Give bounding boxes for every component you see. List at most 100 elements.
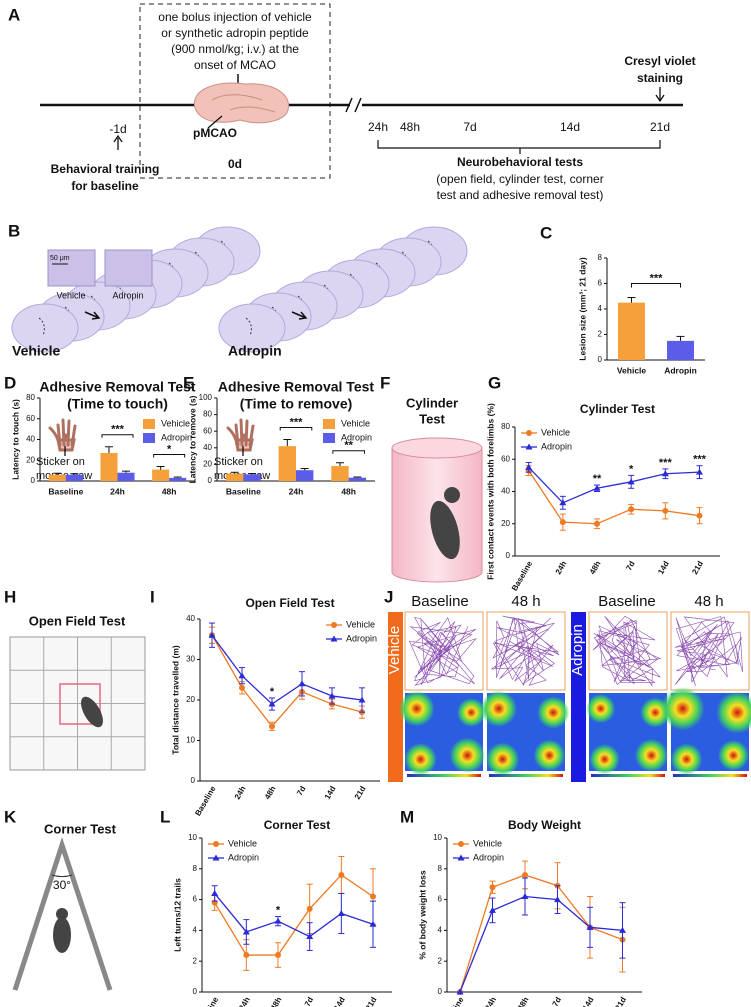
mouse — [53, 917, 71, 953]
mouse — [81, 696, 103, 728]
x-tick-label: 14d — [581, 995, 596, 1007]
bar — [48, 474, 66, 481]
legend-marker — [213, 841, 219, 847]
heat-spot — [716, 691, 751, 734]
injection-note: (900 nmol/kg; i.v.) at the — [171, 42, 299, 56]
mouse-head — [444, 487, 460, 503]
point — [269, 723, 275, 730]
lesion-outline — [245, 317, 252, 337]
legend-marker — [458, 841, 464, 847]
colorbar — [673, 774, 747, 777]
series-line — [214, 893, 374, 938]
legend-label: Adropin — [161, 432, 192, 442]
significance-bracket — [101, 434, 134, 438]
x-tick-label: Baseline — [226, 486, 261, 496]
significance-label: *** — [650, 272, 664, 284]
bar — [618, 302, 645, 360]
y-tick-label: 40 — [203, 443, 212, 452]
significance-label: *** — [693, 454, 707, 466]
heat-spot — [485, 742, 520, 777]
y-tick-label: 6 — [598, 279, 603, 288]
bar — [331, 466, 349, 481]
x-tick-label: 14d — [332, 995, 347, 1007]
bar — [243, 474, 261, 481]
series-line — [211, 634, 363, 705]
x-tick-label: 48h — [269, 995, 284, 1007]
paw-icon — [226, 418, 255, 452]
panel-label: B — [8, 221, 20, 240]
panel-label: I — [150, 587, 155, 606]
colorbar — [591, 774, 665, 777]
y-tick-label: 4 — [193, 926, 198, 935]
x-tick-label: 24h — [483, 995, 498, 1007]
significance-bracket — [153, 453, 186, 458]
y-tick-label: 20 — [26, 455, 35, 464]
sticker — [63, 433, 69, 439]
x-tick-label: Vehicle — [617, 365, 647, 375]
y-tick-label: 10 — [186, 736, 195, 745]
point — [243, 952, 250, 959]
colorbar — [489, 774, 563, 777]
colorbar — [407, 774, 481, 777]
panel-label: L — [160, 807, 170, 826]
injection-note: onset of MCAO — [194, 58, 276, 72]
x-tick-label: 48h — [588, 559, 603, 576]
chart-title: Adhesive Removal Test — [39, 379, 195, 395]
chart-title: Corner Test — [264, 818, 330, 832]
panel-label: M — [400, 807, 414, 826]
group-label: Adropin — [228, 343, 282, 359]
sticker-label: Sticker on — [36, 456, 85, 468]
y-axis-label: Latency to touch (s) — [10, 399, 20, 480]
bar — [117, 472, 135, 481]
legend-marker — [330, 635, 338, 642]
injection-note: one bolus injection of vehicle — [158, 10, 312, 24]
x-tick-label: 7d — [551, 995, 564, 1007]
arena-grid — [10, 637, 145, 770]
significance-label: ** — [593, 473, 602, 485]
x-tick-label: Baseline — [196, 995, 221, 1007]
y-tick-label: 60 — [26, 414, 35, 423]
heat-spot — [589, 744, 620, 775]
significance-label: ** — [344, 440, 353, 452]
injection-note: or synthetic adropin peptide — [161, 26, 309, 40]
point — [586, 923, 594, 930]
tests-title: Neurobehavioral tests — [457, 155, 583, 169]
heat-spot — [456, 698, 486, 727]
x-tick-label: Baseline — [441, 995, 466, 1007]
column-label: 48 h — [694, 593, 723, 610]
legend-label: Vehicle — [346, 619, 375, 629]
heat-spot — [670, 743, 703, 776]
y-tick-label: 8 — [438, 864, 443, 873]
significance-label: *** — [659, 457, 673, 469]
histology-inset — [47, 249, 96, 287]
legend-swatch — [323, 419, 335, 429]
point — [274, 917, 282, 924]
mouse-head — [56, 908, 68, 920]
heat-spot — [634, 738, 669, 773]
chart-title: Open Field Test — [245, 596, 334, 610]
lesion-outline — [38, 317, 45, 337]
legend-label: Vehicle — [228, 838, 257, 848]
angle-label: 30° — [53, 878, 71, 892]
legend-marker — [525, 443, 533, 450]
point — [619, 926, 626, 933]
y-tick-label: 0 — [598, 355, 603, 364]
point — [559, 499, 567, 506]
y-tick-label: 2 — [598, 330, 603, 339]
timeline-day: 48h — [400, 120, 420, 134]
y-axis-label: % of body weight loss — [417, 870, 427, 960]
x-tick-label: 24h — [289, 486, 304, 496]
brain-sulci — [211, 94, 276, 113]
point — [242, 928, 250, 935]
group-label: Vehicle — [386, 626, 403, 674]
significance-bracket — [279, 427, 313, 431]
center-zone — [59, 683, 101, 725]
significance-bracket — [332, 450, 365, 454]
legend-marker — [457, 854, 465, 861]
y-axis-label: Latency to remove (s) — [187, 395, 197, 483]
y-tick-label: 0 — [31, 476, 36, 485]
bar — [667, 340, 694, 360]
legend-label: Adropin — [341, 432, 372, 442]
panel-title: Corner Test — [44, 821, 117, 836]
x-tick-label: 7d — [303, 995, 316, 1007]
